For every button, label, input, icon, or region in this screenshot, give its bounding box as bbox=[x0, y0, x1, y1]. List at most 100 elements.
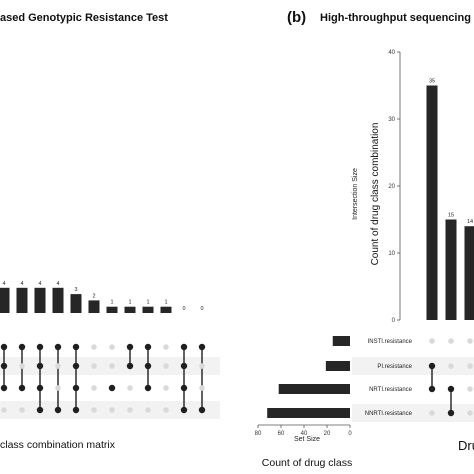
bar bbox=[70, 294, 82, 313]
set-label: INSTI.resistance bbox=[368, 339, 413, 345]
panel-b-bars: 35 15 14 bbox=[426, 79, 474, 320]
panel-b-letter: (b) bbox=[287, 9, 306, 26]
matrix-dot-filled bbox=[36, 343, 44, 351]
set-size-tick-label: 20 bbox=[324, 431, 331, 437]
matrix-stripe bbox=[352, 404, 474, 422]
set-label: NNRTI.resistance bbox=[365, 411, 413, 417]
bar-value-label: 3 bbox=[74, 287, 77, 293]
matrix-dot-filled bbox=[36, 406, 44, 414]
matrix-dot-empty bbox=[55, 385, 61, 391]
panel-b-set-size-ticks: 80 60 40 20 0 bbox=[255, 425, 352, 437]
matrix-dot-empty bbox=[127, 407, 133, 413]
bar bbox=[160, 306, 172, 313]
matrix-dot-empty bbox=[91, 344, 97, 350]
bar-value-label: 15 bbox=[448, 213, 454, 219]
bar-value-label: 4 bbox=[20, 281, 23, 287]
set-size-tick-label: 60 bbox=[278, 431, 285, 437]
matrix-dot-filled bbox=[72, 343, 80, 351]
matrix-dot-filled bbox=[180, 343, 188, 351]
panel-b-caption: Dru bbox=[458, 438, 474, 453]
set-size-bar bbox=[278, 384, 350, 394]
matrix-dot-empty bbox=[448, 338, 454, 344]
matrix-dot-filled bbox=[36, 362, 44, 370]
matrix-dot-empty bbox=[199, 363, 205, 369]
matrix-dot-filled bbox=[72, 406, 80, 414]
matrix-dot-filled bbox=[180, 384, 188, 392]
matrix-dot-filled bbox=[54, 406, 62, 414]
matrix-dot-filled bbox=[108, 384, 116, 392]
bar-value-label: 1 bbox=[128, 300, 131, 306]
matrix-dot-empty bbox=[127, 385, 133, 391]
matrix-dot-filled bbox=[72, 384, 80, 392]
panel-a-title: ased Genotypic Resistance Test bbox=[0, 12, 168, 24]
panel-b-set-size-bars bbox=[267, 336, 350, 418]
matrix-dot-filled bbox=[180, 362, 188, 370]
matrix-dot-empty bbox=[91, 407, 97, 413]
matrix-dot-filled bbox=[144, 362, 152, 370]
matrix-dot-filled bbox=[18, 343, 26, 351]
matrix-dot-empty bbox=[163, 344, 169, 350]
bar-value-label: 1 bbox=[146, 300, 149, 306]
matrix-dot-empty bbox=[109, 363, 115, 369]
matrix-stripe bbox=[352, 357, 474, 375]
y-tick-label: 30 bbox=[388, 117, 395, 123]
matrix-dot-empty bbox=[1, 407, 7, 413]
panel-a: ased Genotypic Resistance Test 4 4 4 4 3 2 1 1 1… bbox=[0, 12, 220, 451]
matrix-dot-filled bbox=[198, 406, 206, 414]
y-tick-label: 10 bbox=[388, 251, 395, 257]
bar bbox=[34, 287, 46, 313]
bar bbox=[52, 287, 64, 313]
matrix-dot-filled bbox=[18, 384, 26, 392]
bar-value-label: 35 bbox=[429, 79, 435, 85]
panel-b: (b) High-throughput sequencing Count of … bbox=[255, 9, 474, 469]
matrix-dot-empty bbox=[467, 386, 473, 392]
matrix-dot-filled bbox=[54, 343, 62, 351]
panel-b-set-labels: INSTI.resistance PI.resistance NRTI.resist… bbox=[365, 339, 413, 417]
matrix-dot-filled bbox=[36, 384, 44, 392]
matrix-dot-empty bbox=[163, 407, 169, 413]
set-size-bar bbox=[325, 361, 350, 371]
matrix-dot-empty bbox=[109, 344, 115, 350]
panel-a-caption: class combination matrix bbox=[0, 439, 116, 451]
panel-b-title: High-throughput sequencing bbox=[320, 12, 471, 24]
matrix-dot-empty bbox=[55, 363, 61, 369]
matrix-dot-filled bbox=[0, 362, 8, 370]
matrix-dot-empty bbox=[429, 410, 435, 416]
matrix-dot-empty bbox=[467, 363, 473, 369]
matrix-dot-filled bbox=[428, 362, 436, 370]
bar-value-label: 14 bbox=[467, 219, 473, 225]
bar-value-label: 0 bbox=[200, 306, 203, 312]
bar bbox=[124, 306, 136, 313]
panel-b-y-axis-label: Count of drug class combination bbox=[370, 123, 381, 266]
matrix-dot-empty bbox=[19, 407, 25, 413]
panel-b-set-size-label: Set Size bbox=[294, 436, 320, 443]
set-size-bar bbox=[267, 408, 350, 418]
matrix-dot-filled bbox=[126, 343, 134, 351]
panel-a-bars: 4 4 4 4 3 2 1 1 1 1 0 0 bbox=[0, 281, 204, 313]
set-size-bar bbox=[332, 336, 350, 346]
matrix-dot-empty bbox=[109, 407, 115, 413]
matrix-dot-empty bbox=[467, 338, 473, 344]
matrix-dot-filled bbox=[447, 385, 455, 393]
matrix-dot-empty bbox=[429, 338, 435, 344]
set-size-tick-label: 80 bbox=[255, 431, 262, 437]
matrix-dot-filled bbox=[144, 343, 152, 351]
matrix-dot-filled bbox=[447, 409, 455, 417]
set-label: NRTI.resistance bbox=[369, 387, 413, 393]
matrix-dot-empty bbox=[467, 410, 473, 416]
matrix-dot-empty bbox=[91, 385, 97, 391]
set-size-tick-label: 40 bbox=[301, 431, 308, 437]
panel-a-matrix bbox=[0, 343, 206, 414]
matrix-dot-filled bbox=[72, 362, 80, 370]
matrix-dot-empty bbox=[91, 363, 97, 369]
bar bbox=[464, 226, 474, 320]
panel-b-y-axis-sublabel: Intersection Size bbox=[352, 168, 359, 220]
panel-b-set-size-caption: Count of drug class bbox=[262, 457, 352, 469]
matrix-dot-filled bbox=[0, 384, 8, 392]
matrix-dot-empty bbox=[163, 385, 169, 391]
panel-b-matrix bbox=[428, 338, 473, 417]
bar-value-label: 4 bbox=[56, 281, 59, 287]
matrix-dot-filled bbox=[144, 384, 152, 392]
matrix-dot-empty bbox=[145, 407, 151, 413]
